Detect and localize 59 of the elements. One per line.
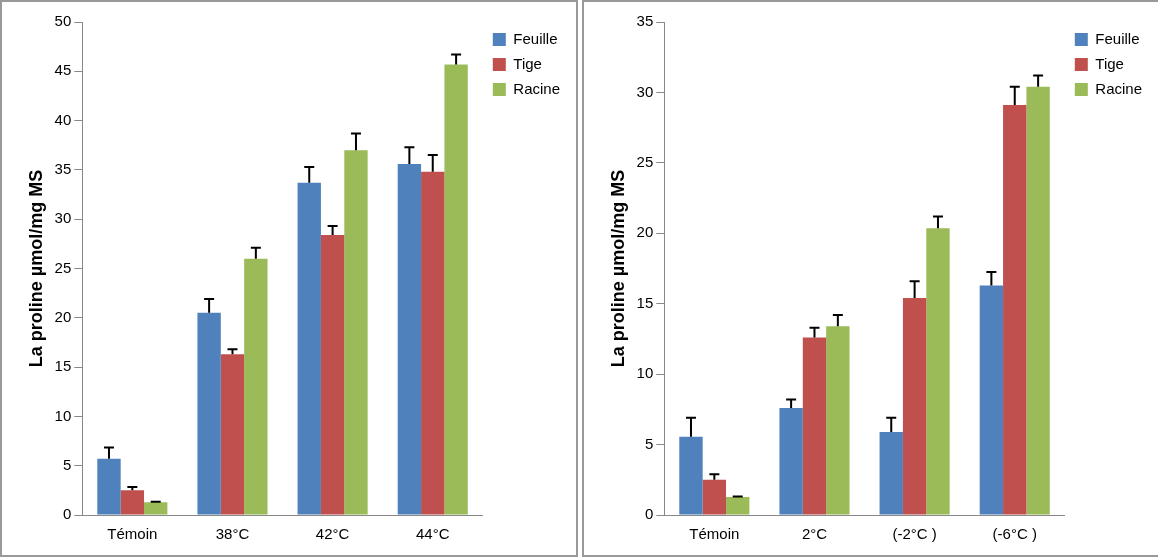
bar	[320, 234, 345, 515]
bar	[244, 258, 268, 515]
bar	[344, 150, 368, 515]
bar	[397, 163, 422, 515]
bar	[879, 431, 903, 515]
bar	[826, 326, 850, 515]
x-tick-label: 44°C	[415, 525, 450, 543]
bar	[144, 502, 168, 515]
bar	[926, 228, 950, 515]
legend-label: Feuille	[513, 29, 558, 47]
y-tick-label: 15	[636, 293, 654, 311]
y-tick-label: 50	[54, 12, 72, 30]
bar	[979, 285, 1004, 515]
x-tick-label: 42°C	[315, 525, 350, 543]
x-tick-label: Témoin	[689, 525, 740, 543]
y-tick-label: 5	[644, 434, 654, 452]
y-axis-title: La proline µmol/mg MS	[25, 169, 46, 368]
y-tick-label: 0	[644, 505, 654, 523]
x-tick-label: Témoin	[107, 525, 158, 543]
bar	[97, 458, 121, 515]
bar	[779, 407, 803, 515]
bar	[1003, 105, 1027, 515]
y-tick-label: 15	[54, 357, 72, 375]
bar	[444, 64, 468, 515]
y-tick-label: 30	[636, 82, 654, 100]
bar	[421, 171, 445, 515]
bar	[902, 298, 927, 515]
y-tick-label: 20	[54, 307, 72, 325]
x-tick-label: 38°C	[215, 525, 250, 543]
y-tick-label: 10	[636, 364, 654, 382]
legend-label: Racine	[513, 79, 561, 97]
bar	[297, 182, 321, 515]
y-tick-label: 35	[636, 12, 654, 30]
bar	[702, 479, 727, 515]
bar	[120, 490, 145, 515]
y-tick-label: 25	[54, 258, 72, 276]
y-axis-title: La proline µmol/mg MS	[607, 169, 628, 368]
y-tick-label: 45	[54, 61, 72, 79]
bar	[197, 312, 221, 515]
bar	[679, 436, 703, 515]
y-tick-label: 10	[54, 406, 72, 424]
x-tick-label: (-2°C )	[892, 525, 937, 543]
bar	[726, 497, 750, 515]
x-tick-label: 2°C	[801, 525, 828, 543]
legend-label: Feuille	[1095, 29, 1140, 47]
y-tick-label: 40	[54, 110, 72, 128]
y-tick-label: 25	[636, 153, 654, 170]
y-tick-label: 0	[62, 505, 72, 523]
x-tick-label: (-6°C )	[992, 525, 1037, 543]
y-tick-label: 5	[62, 455, 72, 473]
legend-label: Racine	[1095, 79, 1143, 97]
bar	[802, 337, 827, 515]
y-tick-label: 30	[54, 209, 72, 227]
bar	[220, 354, 245, 515]
legend-label: Tige	[1095, 54, 1124, 72]
y-tick-label: 20	[636, 223, 654, 241]
legend-label: Tige	[513, 54, 542, 72]
bar	[1026, 86, 1050, 515]
y-tick-label: 35	[54, 160, 72, 178]
